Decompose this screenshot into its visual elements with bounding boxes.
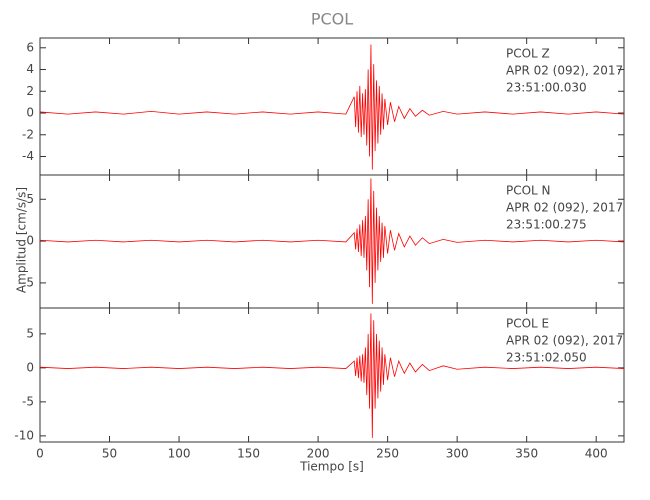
x-tick-label: 350 [515, 447, 538, 461]
y-tick-label: 0 [26, 360, 34, 374]
annotation: APR 02 (092), 2017 [506, 201, 623, 215]
x-tick-label: 100 [168, 447, 191, 461]
annotation: 23:51:00.030 [506, 81, 587, 95]
y-tick-label: 0 [26, 234, 34, 248]
y-tick-label: 0 [26, 106, 34, 120]
waveform [39, 178, 625, 304]
annotation: 23:51:02.050 [506, 351, 587, 365]
annotation: APR 02 (092), 2017 [506, 334, 623, 348]
y-tick-label: 4 [26, 62, 34, 76]
y-tick-label: 5 [26, 326, 34, 340]
annotation: PCOL N [506, 184, 551, 198]
y-tick-label: 2 [26, 84, 34, 98]
x-tick-label: 150 [237, 447, 260, 461]
y-tick-label: -5 [22, 275, 34, 289]
annotation: 23:51:00.275 [506, 218, 587, 232]
y-tick-label: 5 [26, 192, 34, 206]
y-tick-label: 6 [26, 40, 34, 54]
x-tick-label: 250 [376, 447, 399, 461]
y-tick-label: -10 [14, 428, 34, 442]
annotation: PCOL E [506, 317, 549, 331]
chart-title: PCOL [311, 10, 353, 29]
y-tick-label: -2 [22, 127, 34, 141]
x-tick-label: 0 [36, 447, 44, 461]
waveform [39, 313, 625, 438]
x-tick-label: 400 [585, 447, 608, 461]
annotation: APR 02 (092), 2017 [506, 64, 623, 78]
y-tick-label: -5 [22, 394, 34, 408]
waveform [39, 44, 625, 170]
y-tick-label: -4 [22, 149, 34, 163]
x-tick-label: 300 [446, 447, 469, 461]
x-axis-label: Tiempo [s] [299, 460, 364, 474]
x-tick-label: 50 [102, 447, 117, 461]
x-tick-label: 200 [307, 447, 330, 461]
y-axis-label: Amplitud [cm/s/s] [15, 187, 29, 293]
annotation: PCOL Z [506, 47, 550, 61]
panel-frame [39, 307, 625, 443]
